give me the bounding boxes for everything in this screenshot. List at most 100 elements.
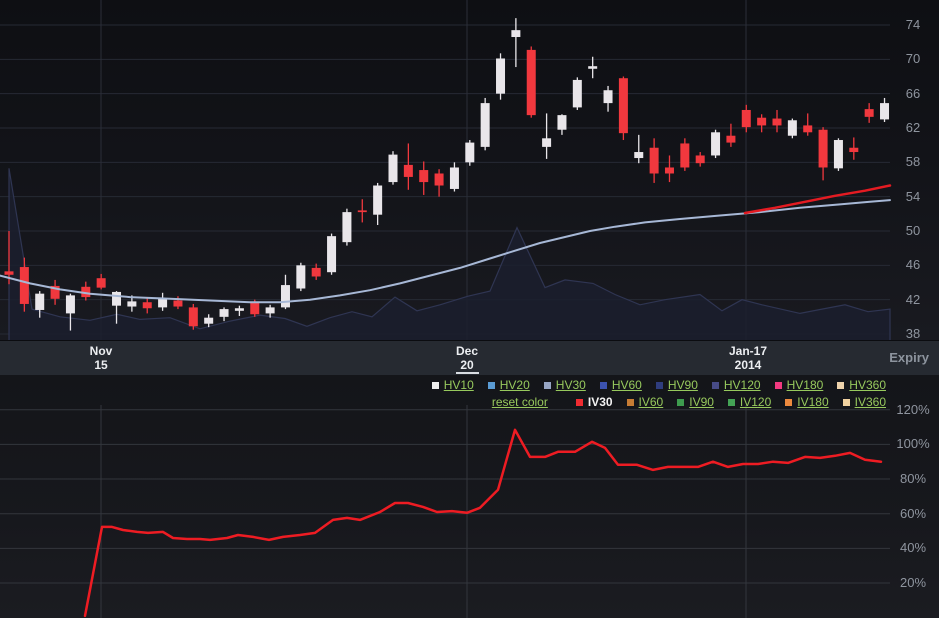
legend-label-hv10: HV10 (443, 378, 474, 392)
candle[interactable] (511, 18, 521, 68)
legend-item-hv120[interactable]: HV120 (711, 378, 761, 392)
candle[interactable] (618, 76, 628, 141)
candle[interactable] (434, 169, 444, 197)
candle-body (496, 58, 506, 94)
candle[interactable] (803, 113, 813, 136)
price-tick-58: 58 (905, 154, 921, 170)
candle[interactable] (664, 155, 674, 183)
candle[interactable] (19, 257, 29, 312)
candle-body (219, 309, 229, 317)
candle[interactable] (327, 233, 337, 275)
candle[interactable] (588, 56, 598, 79)
candle-body (849, 147, 859, 153)
candle-body (265, 307, 275, 314)
percent-tick-100: 100% (896, 436, 930, 452)
candle[interactable] (234, 305, 244, 316)
candle[interactable] (403, 143, 413, 190)
candle-body (864, 109, 874, 117)
candle[interactable] (496, 53, 506, 100)
iv180-swatch-icon (785, 398, 793, 406)
legend-item-iv180[interactable]: IV180 (785, 395, 829, 409)
candle[interactable] (465, 140, 475, 166)
candle[interactable] (142, 297, 152, 314)
candle[interactable] (373, 182, 383, 225)
candle[interactable] (311, 263, 321, 280)
candle[interactable] (711, 129, 721, 159)
candle[interactable] (81, 281, 91, 301)
candle-body (695, 155, 705, 164)
candle[interactable] (280, 274, 290, 310)
hv30-swatch-icon (543, 381, 551, 389)
candle-body (373, 185, 383, 215)
candle-body (787, 120, 797, 136)
legend-item-iv90[interactable]: IV90 (677, 395, 714, 409)
candle[interactable] (419, 161, 429, 195)
candle[interactable] (4, 230, 14, 285)
candle[interactable] (603, 85, 613, 112)
candle[interactable] (741, 104, 751, 133)
candle[interactable] (35, 291, 45, 318)
legend-item-iv360[interactable]: IV360 (842, 395, 886, 409)
reset-color-link[interactable]: reset color (491, 395, 548, 409)
price-tick-42: 42 (905, 291, 921, 307)
legend-label-iv120: IV120 (739, 395, 772, 409)
legend-item-hv30[interactable]: HV30 (543, 378, 586, 392)
price-tick-74: 74 (905, 17, 921, 32)
candle[interactable] (864, 103, 874, 123)
price-tick-38: 38 (905, 325, 921, 341)
candle-body (880, 103, 890, 120)
candle[interactable] (634, 134, 644, 164)
candle[interactable] (65, 293, 75, 331)
candle-body (65, 295, 75, 314)
legend-item-iv120[interactable]: IV120 (727, 395, 772, 409)
candle[interactable] (772, 109, 782, 133)
candle[interactable] (818, 127, 828, 181)
legend-item-hv20[interactable]: HV20 (487, 378, 530, 392)
legend-item-hv180[interactable]: HV180 (774, 378, 823, 392)
candle[interactable] (449, 162, 459, 192)
candle-body (142, 302, 152, 309)
candle[interactable] (833, 138, 843, 171)
candle[interactable] (649, 138, 659, 183)
candle[interactable] (342, 208, 352, 246)
legend-item-iv60[interactable]: IV60 (626, 395, 663, 409)
price-tick-62: 62 (905, 119, 921, 135)
candle-body (711, 132, 721, 156)
candle[interactable] (219, 307, 229, 322)
candle[interactable] (357, 199, 367, 223)
candle[interactable] (296, 262, 306, 292)
candle[interactable] (188, 303, 198, 330)
candle[interactable] (680, 138, 690, 171)
legend-item-hv60[interactable]: HV60 (599, 378, 642, 392)
candle[interactable] (787, 118, 797, 139)
legend-item-hv360[interactable]: HV360 (837, 378, 886, 392)
candle[interactable] (158, 292, 168, 311)
legend-item-iv30[interactable]: IV30 (575, 395, 613, 409)
candle[interactable] (572, 77, 582, 110)
candle-body (81, 286, 91, 298)
candle[interactable] (726, 123, 736, 147)
candle[interactable] (849, 137, 859, 160)
candle[interactable] (526, 46, 536, 118)
candle[interactable] (542, 113, 552, 159)
candle[interactable] (204, 314, 214, 328)
legend-item-hv10[interactable]: HV10 (431, 378, 474, 392)
hv120-swatch-icon (711, 381, 719, 389)
candle[interactable] (388, 151, 398, 185)
candle[interactable] (757, 114, 767, 133)
legend-item-hv90[interactable]: HV90 (655, 378, 698, 392)
candle-body (296, 265, 306, 289)
candle[interactable] (880, 97, 890, 122)
candle[interactable] (265, 304, 275, 318)
candle-body (634, 152, 644, 159)
price-tick-66: 66 (905, 85, 921, 101)
candle[interactable] (96, 273, 106, 290)
iv-line-chart[interactable] (0, 375, 939, 618)
candle[interactable] (480, 97, 490, 151)
candle[interactable] (50, 279, 60, 305)
candle[interactable] (695, 152, 705, 167)
candle[interactable] (557, 114, 567, 135)
candlestick-chart[interactable] (0, 0, 939, 341)
candle-body (311, 267, 321, 277)
candle-body (480, 103, 490, 147)
